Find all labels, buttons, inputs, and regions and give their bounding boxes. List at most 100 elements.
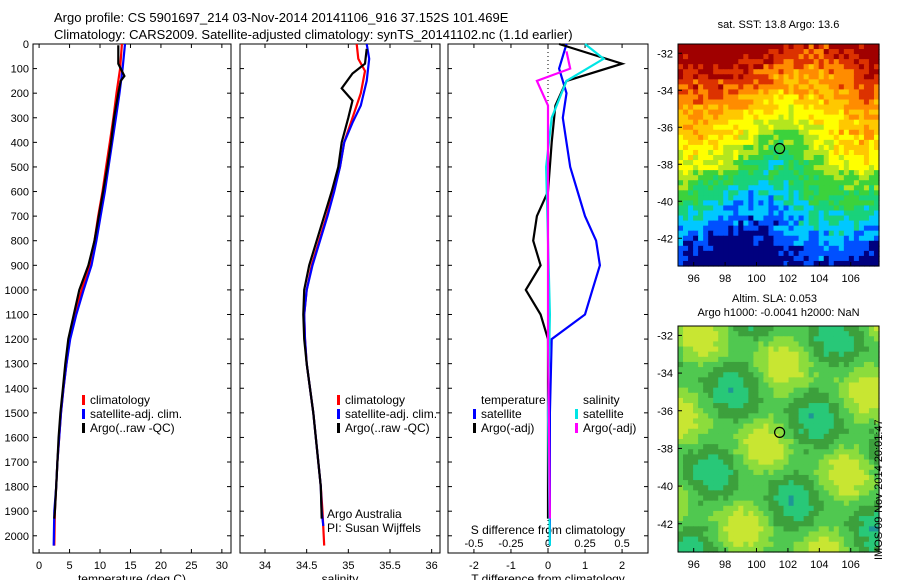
map-cell [758,526,765,533]
map-cell [843,134,850,141]
legend-swatch [82,395,85,405]
map-cell [773,64,780,70]
map-cell [758,326,765,332]
map-cell [838,387,845,394]
map-cell [703,129,709,136]
map-cell [693,397,699,404]
map-cell [723,331,729,337]
map-cell [728,74,734,80]
map-cell [823,225,830,232]
map-cell [748,134,754,141]
map-cell [748,74,754,80]
map-cell [858,64,865,70]
map-cell [708,382,714,389]
map-cell [688,160,694,166]
map-cell [718,200,724,207]
legend-label: satellite [481,407,522,421]
map-cell [793,510,800,517]
map-cell [783,114,790,121]
map-cell [723,245,729,252]
map-cell [793,418,800,425]
y-tick-label: 500 [11,162,29,174]
map-cell [698,200,704,207]
map-cell [683,469,689,476]
map-cell [703,346,709,353]
map-cell [688,495,694,502]
map-cell [778,361,785,368]
map-cell [868,387,875,394]
x-tick-label: 96 [688,559,700,571]
map-cell [868,377,875,384]
map-cell [798,454,805,461]
map-cell [753,490,760,497]
map-cell [843,124,850,131]
map-cell [763,490,770,497]
map-cell [838,372,845,378]
map-cell [708,454,714,461]
map-cell [708,160,714,166]
map-cell [803,109,810,116]
map-cell [783,531,790,538]
map-cell [868,205,875,212]
map-cell [838,225,845,232]
map-cell [733,89,739,96]
map-cell [838,205,845,212]
map-cell [688,255,694,262]
map-cell [863,418,870,425]
map-cell [748,119,754,126]
map-cell [808,260,815,267]
map-cell [808,54,815,60]
map-cell [793,403,800,409]
map-cell [788,541,795,548]
map-cell [773,139,780,146]
map-cell [723,346,729,353]
map-cell [853,372,860,378]
map-cell [838,165,845,171]
map-cell [723,474,729,481]
map-cell [838,240,845,247]
map-cell [863,433,870,440]
map-cell [693,392,699,399]
map-cell [783,403,790,409]
map-cell [748,144,754,151]
map-cell [753,336,760,343]
map-cell [828,44,835,50]
map-cell [833,474,840,481]
map-cell [798,444,805,450]
map-cell [703,89,709,96]
map-cell [743,444,749,450]
map-cell [718,44,724,50]
map-cell [838,485,845,491]
map-cell [698,185,704,191]
map-cell [773,392,780,399]
map-cell [763,433,770,440]
map-cell [728,235,734,242]
map-cell [868,180,875,186]
map-cell [788,474,795,481]
map-cell [848,109,855,116]
map-cell [858,205,865,212]
map-cell [793,326,800,332]
map-cell [763,403,770,409]
map-cell [678,109,684,116]
map-cell [693,326,699,332]
map-cell [843,433,850,440]
map-cell [848,341,855,348]
map-cell [818,84,825,91]
map-cell [743,531,749,538]
map-cell [813,49,820,55]
map-cell [853,155,860,161]
map-cell [698,413,704,420]
map-cell [803,423,810,430]
map-cell [683,144,689,151]
map-cell [873,185,880,191]
map-cell [718,99,724,106]
map-cell [738,235,744,242]
map-cell [843,79,850,85]
map-cell [868,454,875,461]
map-cell [748,505,754,512]
map-cell [688,500,694,507]
map-cell [848,469,855,476]
map-cell [763,124,770,131]
map-cell [853,326,860,332]
